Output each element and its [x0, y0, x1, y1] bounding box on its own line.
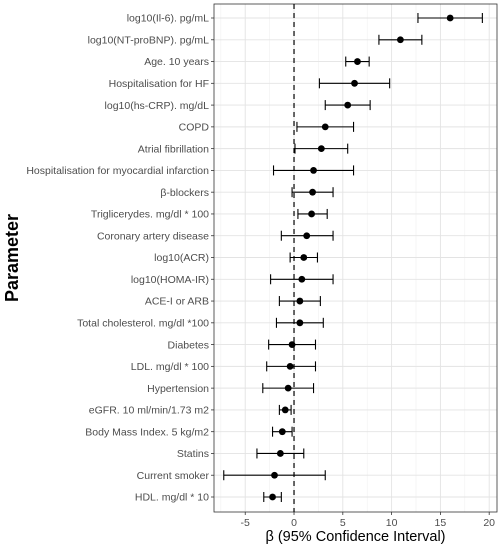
forest-row-mark	[272, 426, 293, 437]
estimate-point	[309, 188, 316, 196]
category-label: Diabetes	[168, 339, 209, 351]
category-label: Hospitalisation for myocardial infarctio…	[26, 165, 209, 177]
forest-row-mark	[280, 230, 334, 241]
category-label: Total cholesterol. mg/dl *100	[77, 318, 209, 330]
x-tick-label: 15	[435, 517, 447, 529]
category-label: Body Mass Index. 5 kg/m2	[85, 426, 209, 438]
forest-row-mark	[378, 34, 423, 45]
category-labels: log10(Il-6). pg/mL log10(NT-proBNP). pg/m…	[26, 13, 214, 504]
forest-row-mark	[272, 165, 355, 176]
forest-row-mark	[223, 470, 326, 481]
category-label: log10(HOMA-IR)	[131, 274, 209, 286]
category-label: Coronary artery disease	[97, 230, 209, 242]
estimate-point	[271, 471, 278, 479]
forest-row-mark	[297, 208, 328, 219]
category-label: Age. 10 years	[144, 56, 209, 68]
estimate-point	[278, 428, 286, 436]
panel-border	[213, 3, 498, 513]
category-label: eGFR. 10 ml/min/1.73 m2	[89, 405, 209, 417]
estimate-point	[286, 362, 294, 370]
estimate-point	[296, 319, 304, 327]
estimate-point	[446, 14, 454, 22]
estimate-point	[298, 275, 306, 283]
estimate-point	[281, 406, 289, 414]
forest-row-mark	[318, 78, 391, 89]
estimate-point	[321, 123, 329, 131]
forest-row-mark	[291, 187, 334, 198]
forest-row-mark	[256, 448, 305, 459]
x-tick-label: -5	[241, 517, 250, 529]
estimate-point	[269, 493, 276, 501]
estimate-point	[308, 210, 315, 218]
estimate-point	[310, 167, 317, 174]
category-label: Current smoker	[137, 470, 210, 482]
x-axis: -5 0 5 10 15 20	[241, 512, 495, 529]
forest-row-mark	[296, 121, 355, 132]
x-tick-label: 0	[291, 517, 297, 529]
estimate-point	[276, 450, 284, 457]
category-label: Triglicerydes. mg/dl * 100	[91, 209, 209, 221]
estimate-point	[284, 384, 292, 392]
forest-row-mark	[275, 317, 324, 328]
x-tick-label: 10	[386, 517, 398, 529]
y-axis-title: Parameter	[2, 214, 22, 302]
forest-row-mark	[266, 361, 317, 372]
x-tick-label: 5	[340, 517, 346, 529]
x-tick-label: 20	[483, 517, 495, 529]
category-label: Hospitalisation for HF	[109, 78, 209, 90]
estimate-point	[351, 79, 358, 87]
category-label: COPD	[179, 122, 210, 134]
forest-row-mark	[294, 143, 349, 154]
category-label: β-blockers	[160, 187, 209, 199]
estimate-point	[354, 58, 361, 65]
estimate-point	[344, 101, 352, 109]
category-label: log10(Il-6). pg/mL	[127, 13, 209, 25]
category-label: log10(ACR)	[154, 252, 209, 264]
estimate-point	[296, 297, 304, 305]
category-label: Atrial fibrillation	[138, 143, 209, 155]
category-label: Hypertension	[147, 383, 209, 395]
forest-row-mark	[289, 252, 318, 263]
category-label: Statins	[177, 448, 209, 460]
grid-layer	[214, 4, 497, 512]
forest-row-mark	[262, 383, 315, 394]
forest-row-mark	[263, 492, 282, 502]
estimate-point	[300, 254, 308, 261]
x-axis-title: β (95% Confidence Interval)	[265, 529, 445, 545]
forest-row-mark	[270, 274, 334, 285]
estimate-point	[396, 36, 404, 44]
forest-row-mark	[324, 100, 371, 111]
forest-row-mark	[278, 296, 321, 307]
estimate-point	[288, 341, 296, 348]
marks-layer	[223, 13, 483, 502]
category-label: log10(NT-proBNP). pg/mL	[88, 34, 210, 46]
forest-row-mark	[345, 56, 370, 67]
category-label: HDL. mg/dl * 10	[135, 492, 209, 504]
category-label: log10(hs-CRP). mg/dL	[105, 100, 210, 112]
forest-row-mark	[417, 13, 483, 23]
estimate-point	[303, 232, 311, 240]
forest-row-mark	[268, 339, 317, 350]
category-label: LDL. mg/dl * 100	[131, 361, 209, 373]
forest-row-mark	[278, 404, 292, 415]
estimate-point	[317, 145, 325, 153]
category-label: ACE-I or ARB	[145, 296, 209, 308]
